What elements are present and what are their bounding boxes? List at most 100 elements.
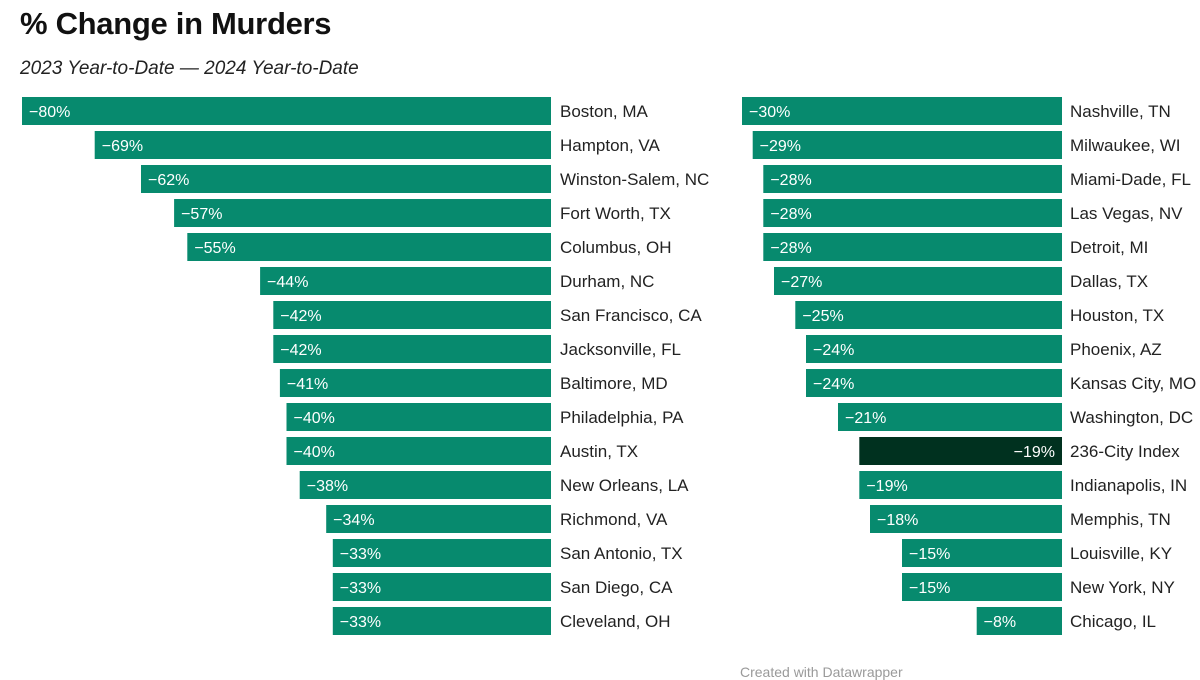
- city-label: Houston, TX: [1070, 306, 1164, 325]
- bar-new-york-ny: [902, 573, 1062, 601]
- bar-dallas-tx: [774, 267, 1062, 295]
- city-label: New Orleans, LA: [560, 476, 689, 495]
- city-label: Kansas City, MO: [1070, 374, 1196, 393]
- bar-value-label: −18%: [877, 512, 918, 529]
- bar-row-las-vegas-nv: −28% Las Vegas, NV: [763, 199, 1183, 227]
- bar-row-detroit-mi: −28% Detroit, MI: [763, 233, 1148, 261]
- bar-value-label: −34%: [333, 512, 374, 529]
- bar-houston-tx: [795, 301, 1062, 329]
- bar-row-san-diego-ca: −33% San Diego, CA: [332, 573, 673, 601]
- bar-value-label: −38%: [307, 478, 348, 495]
- bar-row-boston-ma: −80% Boston, MA: [22, 97, 649, 125]
- city-label: Winston-Salem, NC: [560, 170, 709, 189]
- bar-row-miami-dade-fl: −28% Miami-Dade, FL: [763, 165, 1191, 193]
- bar-value-label: −41%: [287, 376, 328, 393]
- bar-value-label: −28%: [770, 172, 811, 189]
- bar-value-label: −19%: [866, 478, 907, 495]
- bar-row-hampton-va: −69% Hampton, VA: [94, 131, 661, 159]
- bar-row-jacksonville-fl: −42% Jacksonville, FL: [273, 335, 681, 363]
- bar-winston-salem-nc: [141, 165, 551, 193]
- city-label: San Francisco, CA: [560, 306, 702, 325]
- datawrapper-credit: Created with Datawrapper: [740, 664, 903, 680]
- bar-value-label: −42%: [280, 342, 321, 359]
- city-label: Milwaukee, WI: [1070, 136, 1181, 155]
- bar-value-label: −25%: [802, 308, 843, 325]
- bar-philadelphia-pa: [286, 403, 551, 431]
- bar-value-label: −57%: [181, 206, 222, 223]
- bar-row-new-orleans-la: −38% New Orleans, LA: [299, 471, 689, 499]
- city-label: Fort Worth, TX: [560, 204, 671, 223]
- city-label: New York, NY: [1070, 578, 1175, 597]
- bar-value-label: −80%: [29, 104, 70, 121]
- bar-row-phoenix-az: −24% Phoenix, AZ: [806, 335, 1162, 363]
- bar-kansas-city-mo: [806, 369, 1062, 397]
- city-label: Washington, DC: [1070, 408, 1193, 427]
- bar-row-houston-tx: −25% Houston, TX: [795, 301, 1164, 329]
- bar-value-label: −19%: [1014, 444, 1055, 461]
- bar-row-columbus-oh: −55% Columbus, OH: [187, 233, 671, 261]
- bar-row-new-york-ny: −15% New York, NY: [902, 573, 1175, 601]
- bar-row-milwaukee-wi: −29% Milwaukee, WI: [752, 131, 1181, 159]
- city-label: Austin, TX: [560, 442, 638, 461]
- bar-row-winston-salem-nc: −62% Winston-Salem, NC: [141, 165, 709, 193]
- bar-austin-tx: [286, 437, 551, 465]
- bar-row-cleveland-oh: −33% Cleveland, OH: [332, 607, 671, 635]
- bar-row-memphis-tn: −18% Memphis, TN: [870, 505, 1171, 533]
- city-label: Columbus, OH: [560, 238, 671, 257]
- bar-durham-nc: [260, 267, 551, 295]
- bar-new-orleans-la: [299, 471, 551, 499]
- bar-row-austin-tx: −40% Austin, TX: [286, 437, 638, 465]
- city-label: Indianapolis, IN: [1070, 476, 1187, 495]
- bar-row-washington-dc: −21% Washington, DC: [838, 403, 1193, 431]
- chart-subtitle: 2023 Year-to-Date — 2024 Year-to-Date: [20, 58, 359, 79]
- bar-236-city-index: [859, 437, 1062, 465]
- bar-value-label: −24%: [813, 342, 854, 359]
- bar-indianapolis-in: [859, 471, 1062, 499]
- city-label: Detroit, MI: [1070, 238, 1148, 257]
- bar-value-label: −62%: [148, 172, 189, 189]
- bar-row-kansas-city-mo: −24% Kansas City, MO: [806, 369, 1196, 397]
- city-label: Dallas, TX: [1070, 272, 1148, 291]
- city-label: Louisville, KY: [1070, 544, 1172, 563]
- bar-value-label: −28%: [770, 206, 811, 223]
- city-label: Hampton, VA: [560, 136, 661, 155]
- bar-row-durham-nc: −44% Durham, NC: [260, 267, 654, 295]
- bar-value-label: −40%: [294, 444, 335, 461]
- city-label: Philadelphia, PA: [560, 408, 684, 427]
- bar-row-richmond-va: −34% Richmond, VA: [326, 505, 668, 533]
- bar-hampton-va: [94, 131, 551, 159]
- bar-value-label: −55%: [194, 240, 235, 257]
- bar-baltimore-md: [279, 369, 551, 397]
- bar-columbus-oh: [187, 233, 552, 261]
- bar-las-vegas-nv: [763, 199, 1062, 227]
- city-label: Boston, MA: [560, 102, 649, 121]
- bar-nashville-tn: [742, 97, 1062, 125]
- bar-san-antonio-tx: [332, 539, 551, 567]
- bar-row-philadelphia-pa: −40% Philadelphia, PA: [286, 403, 684, 431]
- bar-richmond-va: [326, 505, 551, 533]
- bar-value-label: −42%: [280, 308, 321, 325]
- bar-value-label: −69%: [102, 138, 143, 155]
- bar-row-236-city-index: −19% 236-City Index: [859, 437, 1180, 465]
- bar-milwaukee-wi: [752, 131, 1062, 159]
- bar-memphis-tn: [870, 505, 1062, 533]
- bar-value-label: −21%: [845, 410, 886, 427]
- bar-row-baltimore-md: −41% Baltimore, MD: [279, 369, 668, 397]
- bar-value-label: −24%: [813, 376, 854, 393]
- city-label: Miami-Dade, FL: [1070, 170, 1191, 189]
- bar-washington-dc: [838, 403, 1062, 431]
- bar-value-label: −27%: [781, 274, 822, 291]
- bar-value-label: −40%: [294, 410, 335, 427]
- bar-row-nashville-tn: −30% Nashville, TN: [742, 97, 1171, 125]
- bar-value-label: −33%: [340, 546, 381, 563]
- bar-value-label: −15%: [909, 580, 950, 597]
- city-label: Cleveland, OH: [560, 612, 671, 631]
- bar-value-label: −29%: [760, 138, 801, 155]
- city-label: Baltimore, MD: [560, 374, 668, 393]
- city-label: Phoenix, AZ: [1070, 340, 1162, 359]
- city-label: San Diego, CA: [560, 578, 673, 597]
- bar-miami-dade-fl: [763, 165, 1062, 193]
- bar-value-label: −44%: [267, 274, 308, 291]
- bar-boston-ma: [22, 97, 551, 125]
